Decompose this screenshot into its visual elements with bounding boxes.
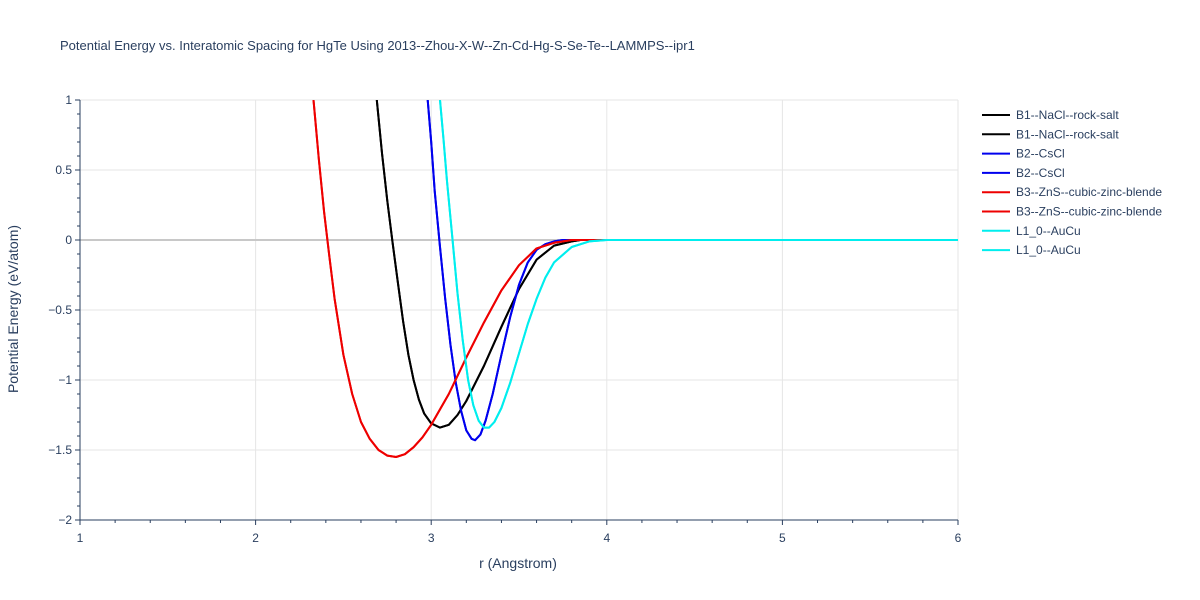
legend-item[interactable]: L1_0--AuCu (982, 243, 1081, 257)
x-tick-label: 4 (603, 531, 610, 545)
legend-label: B1--NaCl--rock-salt (1016, 127, 1119, 141)
legend-item[interactable]: B1--NaCl--rock-salt (982, 108, 1119, 122)
y-tick-label: −1 (58, 373, 72, 387)
legend-item[interactable]: B2--CsCl (982, 147, 1065, 161)
x-tick-label: 1 (77, 531, 84, 545)
y-tick-label: −2 (58, 513, 72, 527)
series-lines (312, 100, 958, 458)
legend-label: L1_0--AuCu (1016, 243, 1081, 257)
legend-item[interactable]: B3--ZnS--cubic-zinc-blende (982, 205, 1162, 219)
legend-label: B1--NaCl--rock-salt (1016, 108, 1119, 122)
y-axis-title: Potential Energy (eV/atom) (5, 225, 21, 393)
legend-label: B3--ZnS--cubic-zinc-blende (1016, 185, 1162, 199)
y-tick-label: 0.5 (55, 163, 72, 177)
chart-title: Potential Energy vs. Interatomic Spacing… (60, 38, 695, 53)
legend-label: B2--CsCl (1016, 166, 1065, 180)
grid (80, 99, 959, 520)
series-line-5 (312, 100, 607, 458)
x-tick-label: 6 (955, 531, 962, 545)
x-tick-label: 3 (428, 531, 435, 545)
axes: 1 2 3 4 5 6 1 0.5 0 −0.5 −1 −1.5 −2 (48, 93, 961, 545)
legend-label: B3--ZnS--cubic-zinc-blende (1016, 205, 1162, 219)
series-line-3 (426, 100, 607, 442)
y-tick-label: 0 (65, 233, 72, 247)
series-line-1 (375, 100, 625, 429)
legend-item[interactable]: B1--NaCl--rock-salt (982, 127, 1119, 141)
x-tick-label: 2 (252, 531, 259, 545)
x-axis-title: r (Angstrom) (479, 555, 557, 571)
legend-label: B2--CsCl (1016, 147, 1065, 161)
x-tick-label: 5 (779, 531, 786, 545)
series-line-7 (439, 100, 958, 429)
legend-item[interactable]: L1_0--AuCu (982, 224, 1081, 238)
legend[interactable]: B1--NaCl--rock-salt B1--NaCl--rock-salt B2… (982, 108, 1162, 257)
y-tick-label: −1.5 (48, 443, 72, 457)
legend-item[interactable]: B2--CsCl (982, 166, 1065, 180)
legend-item[interactable]: B3--ZnS--cubic-zinc-blende (982, 185, 1162, 199)
y-tick-label: −0.5 (48, 303, 72, 317)
y-tick-label: 1 (65, 93, 72, 107)
legend-label: L1_0--AuCu (1016, 224, 1081, 238)
